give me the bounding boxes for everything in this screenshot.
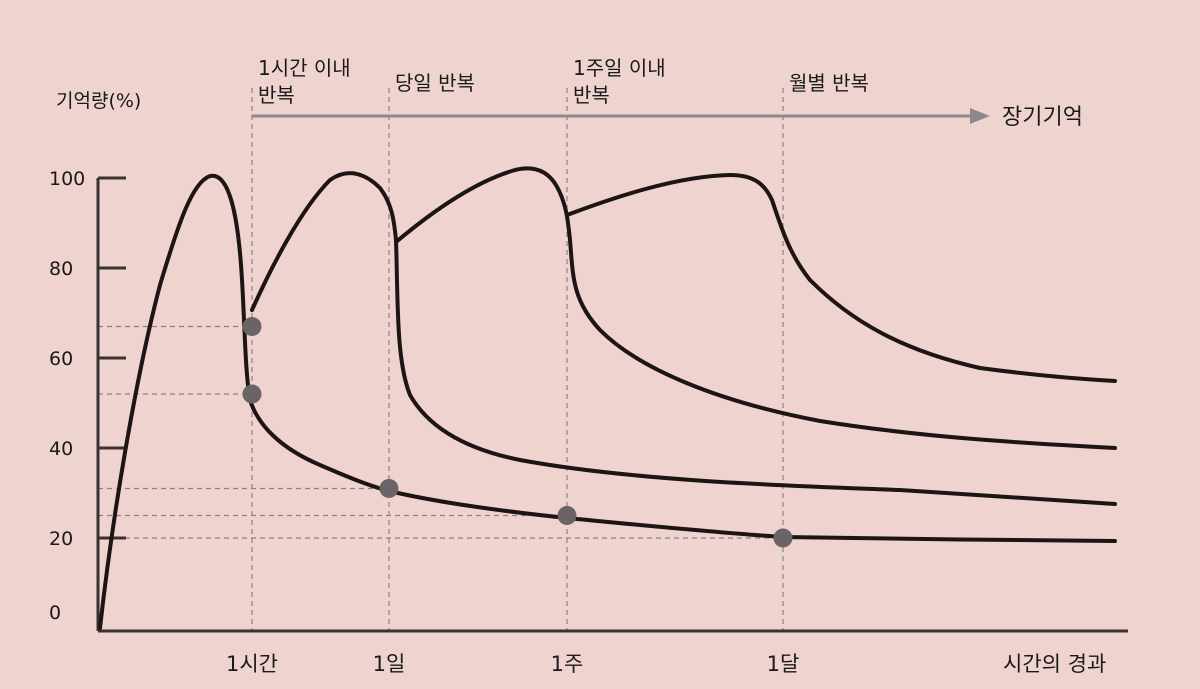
curve-no-repetition — [98, 173, 1117, 630]
retention-point — [557, 506, 577, 525]
arrow-label: 장기기억 — [1002, 105, 1083, 130]
phase-label-line: 1주일 이내 — [573, 56, 666, 80]
retention-points — [242, 317, 793, 548]
retention-point — [242, 317, 262, 336]
x-tick-label: 1시간 — [226, 652, 278, 676]
horizontal-guide-lines — [98, 325, 783, 539]
phase-label-line: 1시간 이내 — [258, 56, 351, 80]
curve-review-1day — [394, 166, 1117, 450]
phase-label-line: 반복 — [258, 83, 295, 107]
y-tick-label: 20 — [49, 528, 73, 550]
y-tick-label: 100 — [49, 168, 85, 190]
x-axis-label: 시간의 경과 — [1003, 652, 1106, 676]
x-tick-label: 1일 — [373, 652, 406, 676]
retention-point — [379, 479, 399, 498]
phase-label-line: 월별 반복 — [789, 71, 869, 95]
x-tick-label: 1주 — [551, 652, 584, 676]
x-tick-label: 1달 — [767, 652, 800, 676]
y-tick-label: 80 — [49, 258, 73, 280]
y-tick-label: 0 — [49, 602, 61, 624]
y-tick-label: 40 — [49, 438, 73, 460]
long-term-arrow-head — [970, 108, 990, 124]
y-axis-ticks — [98, 176, 126, 540]
y-tick-label: 60 — [49, 348, 73, 370]
curve-review-1hour — [250, 171, 1117, 506]
curve-review-1week — [565, 173, 1117, 383]
phase-label-line: 반복 — [573, 83, 610, 107]
phase-label-line: 당일 반복 — [395, 71, 475, 95]
y-axis-label: 기억량(%) — [56, 90, 141, 112]
retention-point — [242, 384, 262, 404]
retention-point — [773, 528, 793, 548]
memory-curves — [98, 166, 1117, 630]
x-tick-labels: 1시간 1일 1주 1달 — [226, 652, 799, 676]
y-tick-labels: 100 80 60 40 20 0 — [49, 168, 85, 624]
